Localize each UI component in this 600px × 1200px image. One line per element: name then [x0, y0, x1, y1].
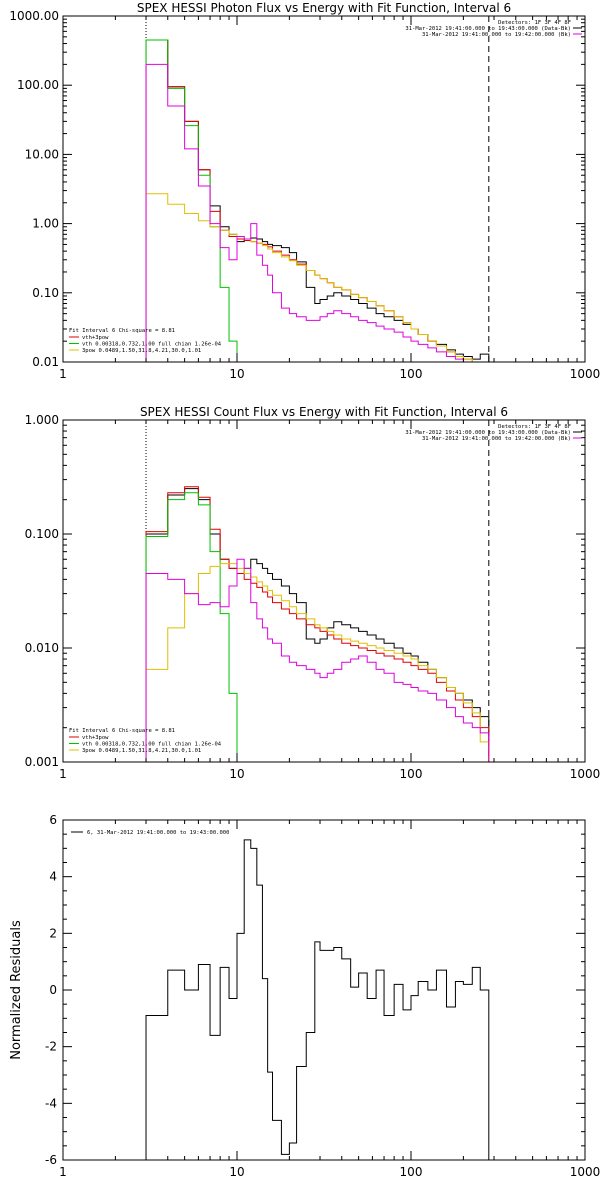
legend-top-entry: 31-Mar-2012 19:41:00.000 to 19:43:00.000… — [405, 430, 571, 436]
legend-fit-entry: vth 0.00318,0.732,1.00 full chian 1.26e-… — [82, 342, 222, 348]
chart-panel-2: SPEX HESSI Count Flux vs Energy with Fit… — [25, 405, 600, 781]
y-tick-label: 0.01 — [32, 355, 59, 369]
y-axis-label: Normalized Residuals — [9, 920, 24, 1060]
series-residual — [145, 839, 490, 1160]
x-tick-label: 10 — [229, 367, 244, 381]
y-tick-label: 4 — [49, 870, 57, 884]
legend-fit-header: Fit Interval 6 Chi-square = 8.81 — [69, 728, 175, 734]
chart-panel-3: 1 10 100 1000 -6 -4 -2 0 2 4 6 Normalized Residuals… — [9, 813, 600, 1179]
y-tick-label: 1.00 — [32, 217, 59, 231]
legend-residual-entry: 6, 31-Mar-2012 19:41:00.000 to 19:43:00.… — [87, 830, 229, 836]
chart-panel-1: SPEX HESSI Photon Flux vs Energy with Fi… — [9, 1, 600, 381]
series-data-bk — [145, 558, 490, 762]
y-tick-label: -2 — [45, 1040, 57, 1054]
legend-fit-entry: vth+3pow — [82, 735, 109, 741]
y-tick-label: 0.001 — [25, 755, 59, 769]
series-data-bk — [145, 63, 489, 362]
chart-title: SPEX HESSI Count Flux vs Energy with Fit… — [140, 405, 508, 419]
y-tick-label: 0.10 — [32, 286, 59, 300]
series-vth-3pow — [145, 39, 489, 362]
x-tick-label: 1 — [59, 1165, 67, 1179]
x-tick-label: 100 — [400, 767, 423, 781]
y-tick-label: -6 — [45, 1153, 57, 1167]
plot-frame — [62, 419, 586, 763]
x-tick-label: 1000 — [570, 367, 600, 381]
legend-top-entry: 31-Mar-2012 19:41:00.000 to 19:42:00.000… — [422, 32, 571, 38]
y-tick-label: 1000.00 — [9, 9, 59, 23]
series-vth — [145, 39, 245, 362]
series-3pow — [145, 193, 489, 362]
y-tick-label: 100.00 — [17, 78, 59, 92]
series-total — [145, 39, 490, 362]
legend-fit-entry: vth 0.00318,0.732,1.00 full chian 1.26e-… — [82, 742, 222, 748]
y-tick-label: 6 — [49, 813, 57, 827]
series-total — [145, 488, 490, 762]
y-tick-label: 0.100 — [25, 527, 59, 541]
legend-fit-entry: 3pow 0.0489,1.50,31.8,4.21,30.0,1.01 — [82, 748, 201, 754]
x-tick-label: 1 — [59, 367, 67, 381]
legend-top-entry: 31-Mar-2012 19:41:00.000 to 19:42:00.000… — [422, 436, 571, 442]
plot-frame — [62, 15, 586, 363]
y-tick-label: 0 — [49, 983, 57, 997]
x-tick-label: 10 — [229, 1165, 244, 1179]
y-tick-label: -4 — [45, 1096, 57, 1110]
plot-frame — [62, 819, 586, 1161]
legend-fit-entry: 3pow 0.0489,1.50,31.8,4.21,30.0,1.01 — [82, 348, 201, 354]
chart-title: SPEX HESSI Photon Flux vs Energy with Fi… — [137, 1, 511, 15]
x-tick-label: 1 — [59, 767, 67, 781]
y-tick-label: 0.010 — [25, 641, 59, 655]
x-tick-label: 1000 — [570, 767, 600, 781]
legend-top-entry: 31-Mar-2012 19:41:00.000 to 19:43:00.000… — [405, 26, 571, 32]
legend-fit-header: Fit Interval 6 Chi-square = 8.81 — [69, 328, 175, 334]
legend-top-entry: Detectors: 1F 3F 4F 8F — [498, 424, 571, 430]
x-tick-label: 10 — [229, 767, 244, 781]
x-tick-label: 1000 — [570, 1165, 600, 1179]
y-tick-label: 2 — [49, 926, 57, 940]
y-tick-label: 1.000 — [25, 413, 59, 427]
x-tick-label: 100 — [400, 367, 423, 381]
x-tick-label: 100 — [400, 1165, 423, 1179]
legend-top-entry: Detectors: 1F 3F 4F 8F — [498, 20, 571, 26]
y-tick-label: 10.00 — [25, 147, 59, 161]
series-vth-3pow — [145, 486, 490, 762]
series-vth — [145, 492, 245, 762]
legend-fit-entry: vth+3pow — [82, 335, 109, 341]
